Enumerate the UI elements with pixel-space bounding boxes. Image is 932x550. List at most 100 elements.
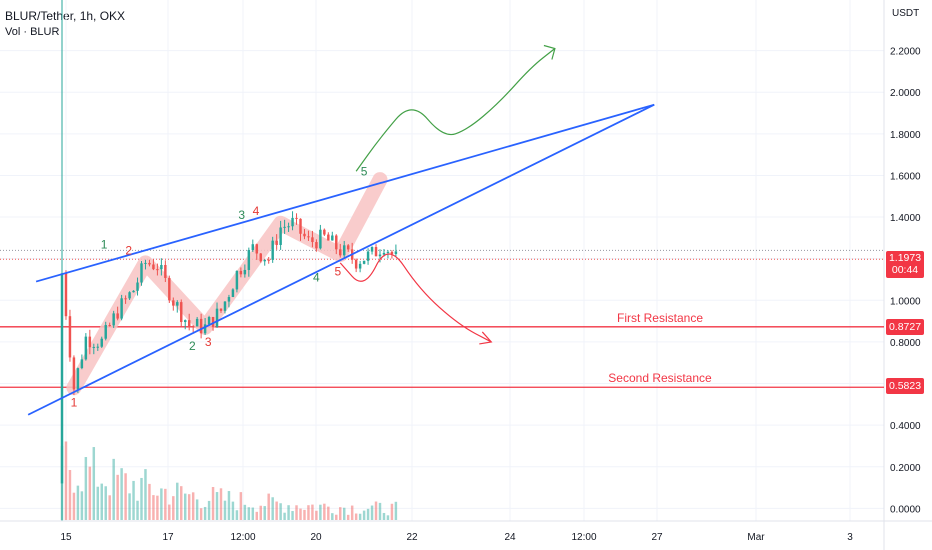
candle-body [295,217,298,219]
volume-bar [116,474,119,520]
volume-bar [112,458,115,520]
price-tick-label: 0.8000 [890,338,921,349]
candle-body [390,251,394,254]
volume-bar [211,487,215,520]
volume-bar [231,501,235,520]
volume-bar [342,507,346,520]
candle-body [370,247,374,252]
volume-bar [203,506,207,520]
candle-body [263,259,266,262]
candle-body [323,229,326,235]
scenario-paths [339,44,556,345]
price-tick-label: 0.4000 [890,421,921,432]
volume-bar [283,512,286,520]
volume-bar [176,482,179,520]
volume-bar [191,492,195,520]
volume-bar [255,511,259,520]
wave-label-red-4: 4 [253,204,260,218]
volume-bar [219,488,223,520]
candle-body [203,324,207,334]
candle-body [96,346,100,348]
volume-bar [319,504,322,520]
price-tick-label: 0.2000 [890,463,921,474]
candle-body [160,264,163,270]
candle-body [88,336,92,348]
currency-label: USDT [892,8,919,19]
volume-bar [215,492,219,520]
volume-bar [80,491,84,520]
candle-body [164,264,167,278]
candle-body [271,240,274,260]
candle-body [327,234,330,241]
candle-body [342,245,346,256]
volume-bar [144,469,147,520]
volume-bar [382,512,386,520]
candle-body [223,301,227,311]
symbol-header[interactable]: BLUR/Tether, 1h, OKX [5,9,126,23]
bullish-arrow-head [543,44,556,60]
volume-bar [331,513,334,520]
volume-bar [275,501,278,520]
wave-label-green-4: 4 [313,271,320,285]
volume-bar [183,493,187,520]
volume-bar [299,508,302,520]
volume-bar [386,515,390,520]
volume-bar [366,508,370,520]
volume-bar [72,492,76,520]
candle-body [144,262,147,264]
volume-bar [104,486,107,520]
time-tick-label: 12:00 [230,532,255,543]
volume-bar [358,513,362,520]
second-resistance-label: Second Resistance [608,371,712,385]
volume-bar [100,483,103,520]
candle-body [92,346,96,348]
volume-bar [96,486,100,520]
volume-bar [271,497,274,520]
candle-body [176,302,179,306]
wave-label-green-5: 5 [361,164,368,178]
candle-body [275,240,278,245]
candle-body [215,308,219,327]
candle-body [382,252,386,255]
candle-body [366,251,370,261]
volume-bar [223,500,227,520]
volume-bar [76,485,80,520]
volume-bar [227,491,231,520]
wave-label-red-1: 1 [71,395,78,409]
candle-body [331,235,334,241]
candle-body [60,273,64,484]
volume-indicator-header[interactable]: Vol · BLUR [5,26,60,38]
bearish-arrow-head [479,331,493,345]
candle-body [339,249,342,256]
volume-bar [239,492,243,520]
volume-bar [199,508,203,520]
candle-body [358,263,362,269]
volume-bar [390,503,394,520]
volume-bar [346,514,350,520]
candle-body [335,235,338,250]
candle-body [362,260,366,264]
candle-body [287,226,290,228]
time-tick-label: 12:00 [571,532,596,543]
candle-body [100,338,103,347]
wave-label-green-2: 2 [189,339,196,353]
candle-body [394,251,398,254]
candle-body [199,318,203,334]
candle-body [68,316,72,358]
volume-bar [84,457,88,520]
wave-labels: 11 22 33 44 55 [71,164,368,409]
time-tick-label: 15 [60,532,72,543]
candle-body [378,254,382,257]
candle-body [84,336,88,360]
candle-body [247,250,251,270]
candle-body [311,237,314,243]
volume-bar [68,470,72,520]
candle-body [303,233,306,237]
candle-body [152,264,155,270]
volume-bar [315,510,318,520]
candle-body [80,359,84,369]
candle-body [354,259,358,269]
volume-bar [140,477,143,520]
volume-bar [136,500,139,520]
